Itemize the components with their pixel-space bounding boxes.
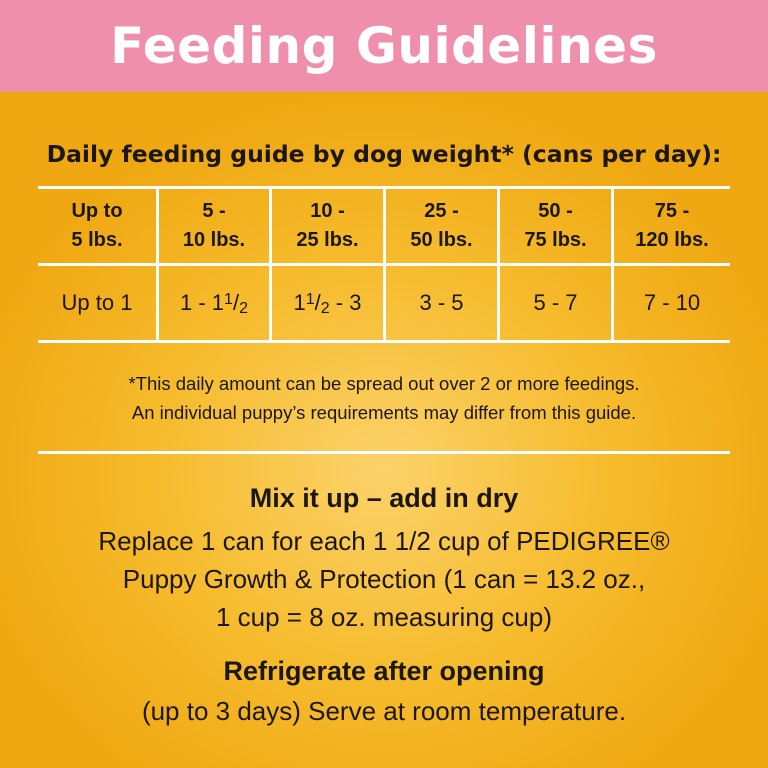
weight-header-line: 5 -	[202, 200, 226, 222]
weight-header-line: 50 lbs.	[410, 229, 473, 251]
header-banner: Feeding Guidelines	[0, 0, 768, 92]
cans-value: 7 - 10	[643, 290, 701, 315]
mix-instructions: Replace 1 can for each 1 1/2 cup of PEDI…	[0, 522, 768, 636]
footnote: *This daily amount can be spread out ove…	[0, 369, 768, 427]
weight-header-cell: 75 - 120 lbs.	[614, 189, 730, 263]
table-divider	[383, 186, 386, 263]
weight-header-cell: 10 - 25 lbs.	[272, 189, 383, 263]
table-divider	[156, 263, 159, 340]
weight-header-line: 75 -	[654, 200, 690, 222]
table-bottom-rule	[38, 340, 730, 343]
weight-header-line: 75 lbs.	[524, 229, 587, 251]
table-divider	[156, 186, 159, 263]
cans-value: Up to 1	[61, 290, 133, 315]
fraction-denominator: 2	[320, 300, 330, 317]
cans-value: 5 - 7	[533, 290, 578, 315]
mix-line: Puppy Growth & Protection (1 can = 13.2 …	[122, 564, 646, 594]
weight-header-line: 50 -	[538, 200, 573, 222]
table-divider	[611, 263, 614, 340]
fraction-slash: /	[232, 290, 240, 315]
fraction-denominator: 2	[239, 300, 248, 317]
weight-header-line: 10 -	[310, 200, 345, 222]
fraction-slash: /	[314, 290, 321, 315]
table-divider	[611, 186, 614, 263]
weight-header-line: 5 lbs.	[71, 229, 123, 251]
cans-per-day-cell: 5 - 7	[500, 266, 611, 340]
table-divider	[269, 263, 272, 340]
cans-value: 3 - 5	[419, 290, 464, 315]
cans-per-day-cell: 3 - 5	[386, 266, 497, 340]
table-divider	[497, 263, 500, 340]
cans-value-whole: 1 - 1	[180, 290, 225, 315]
storage-heading: Refrigerate after opening	[223, 656, 545, 686]
cans-per-day-cell: 1 - 11/2	[159, 266, 269, 340]
fraction-numerator: 1	[224, 291, 233, 308]
weight-header-line: 25 -	[424, 200, 459, 222]
cans-per-day-cell: 11/2 - 3	[272, 266, 383, 340]
feeding-guide-subtitle: Daily feeding guide by dog weight* (cans…	[46, 140, 722, 168]
cans-value-upper: - 3	[329, 290, 362, 315]
cans-per-day-cell: Up to 1	[38, 266, 156, 340]
weight-header-cell: 50 - 75 lbs.	[500, 189, 611, 263]
weight-header-cell: 5 - 10 lbs.	[159, 189, 269, 263]
section-divider	[38, 451, 730, 454]
mix-heading: Mix it up – add in dry	[249, 483, 519, 513]
cans-value-whole: 1	[293, 290, 306, 315]
weight-header-cell: Up to 5 lbs.	[38, 189, 156, 263]
cans-value: 11/2 - 3	[293, 290, 362, 317]
page-title: Feeding Guidelines	[110, 17, 658, 75]
weight-header-line: 120 lbs.	[635, 229, 709, 251]
cans-per-day-cell: 7 - 10	[614, 266, 730, 340]
footnote-line: An individual puppy’s requirements may d…	[131, 402, 637, 423]
mix-line: 1 cup = 8 oz. measuring cup)	[215, 602, 553, 632]
cans-value: 1 - 11/2	[180, 290, 248, 317]
weight-header-line: 25 lbs.	[296, 229, 359, 251]
fraction-numerator: 1	[305, 291, 315, 308]
footnote-line: *This daily amount can be spread out ove…	[128, 373, 640, 394]
table-divider	[383, 263, 386, 340]
weight-header-line: Up to	[71, 200, 123, 222]
weight-header-cell: 25 - 50 lbs.	[386, 189, 497, 263]
weight-header-line: 10 lbs.	[182, 229, 246, 251]
table-divider	[497, 186, 500, 263]
mix-line: Replace 1 can for each 1 1/2 cup of PEDI…	[98, 526, 670, 556]
storage-instructions: (up to 3 days) Serve at room temperature…	[141, 696, 627, 726]
table-divider	[269, 186, 272, 263]
